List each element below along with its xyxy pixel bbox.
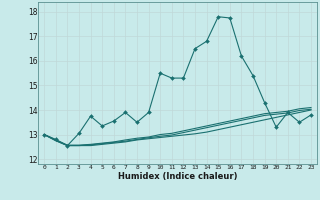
X-axis label: Humidex (Indice chaleur): Humidex (Indice chaleur)	[118, 172, 237, 181]
